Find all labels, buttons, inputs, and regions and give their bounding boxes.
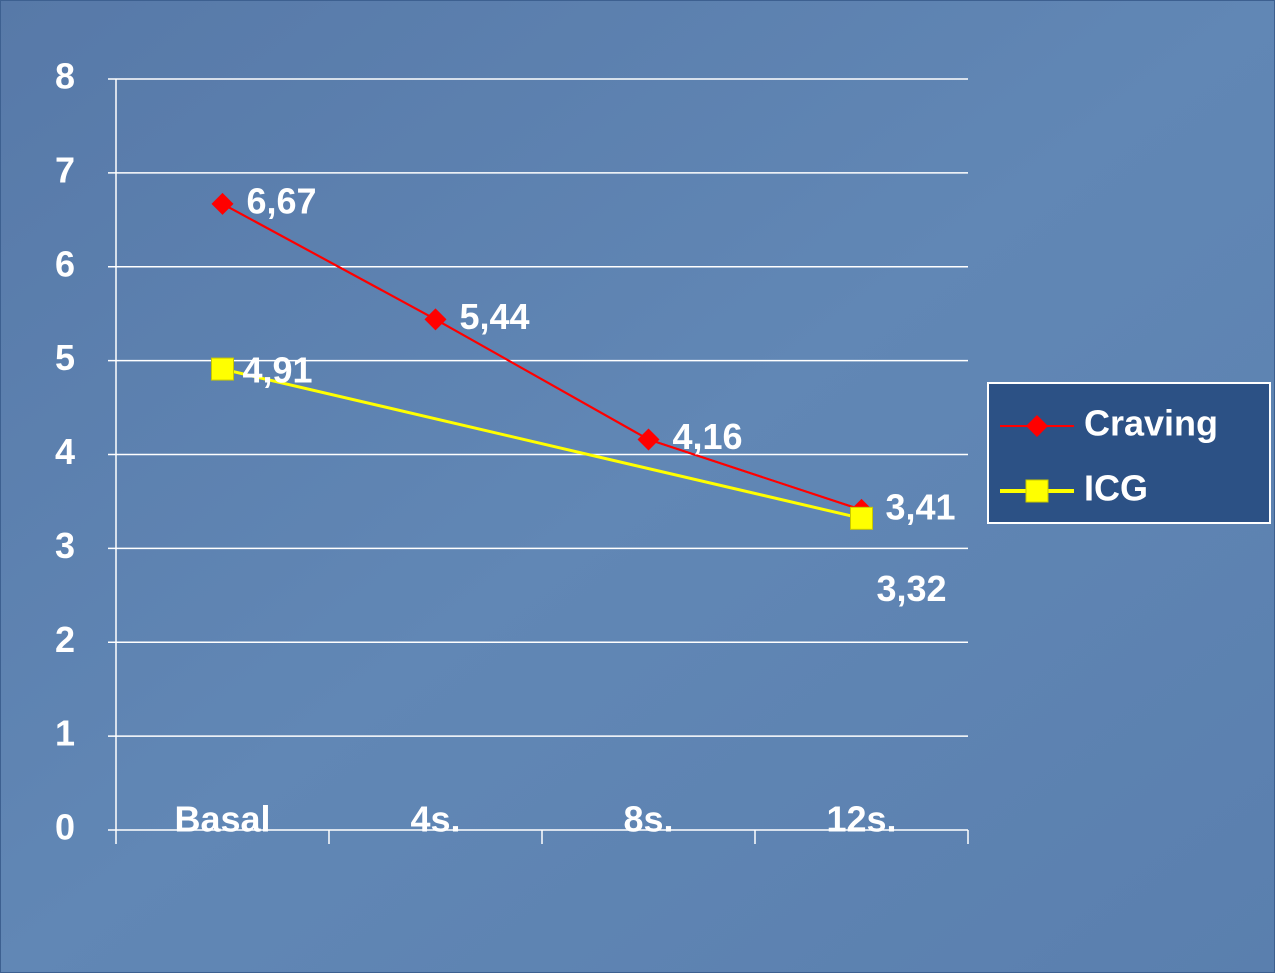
series-line — [222, 202, 862, 511]
y-tick-label: 7 — [55, 149, 75, 190]
marker — [211, 192, 234, 215]
gap-connector — [222, 367, 862, 520]
x-tick-label: 8s. — [623, 799, 673, 840]
marker — [1025, 479, 1049, 503]
data-label: 6,67 — [247, 180, 317, 221]
y-tick-label: 2 — [55, 619, 75, 660]
data-label: 4,16 — [673, 416, 743, 457]
marker — [637, 428, 660, 451]
marker — [424, 308, 447, 331]
y-tick-label: 8 — [55, 56, 75, 97]
y-tick-label: 3 — [55, 525, 75, 566]
x-tick-label: 12s. — [826, 799, 896, 840]
legend-label: ICG — [1084, 468, 1148, 509]
data-label: 3,41 — [886, 486, 956, 527]
y-tick-label: 5 — [55, 337, 75, 378]
y-tick-label: 1 — [55, 713, 75, 754]
marker — [1026, 415, 1048, 437]
data-label: 4,91 — [243, 350, 313, 391]
y-tick-label: 6 — [55, 243, 75, 284]
legend-label: Craving — [1084, 403, 1218, 444]
x-tick-label: Basal — [174, 799, 270, 840]
marker — [850, 506, 873, 530]
y-tick-label: 0 — [55, 807, 75, 848]
data-label: 5,44 — [460, 296, 530, 337]
x-tick-label: 4s. — [410, 799, 460, 840]
marker — [211, 357, 234, 381]
data-label: 3,32 — [877, 568, 947, 609]
y-tick-label: 4 — [55, 431, 75, 472]
